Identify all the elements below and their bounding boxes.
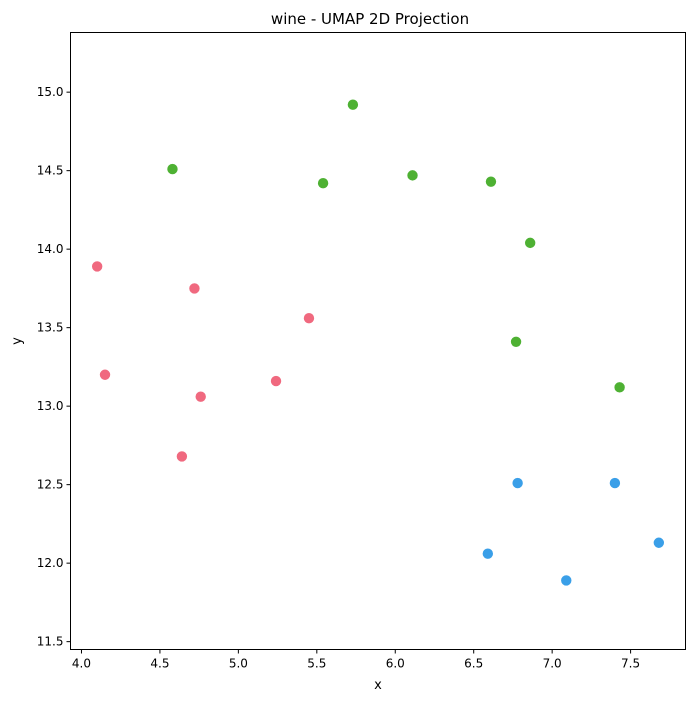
data-point-series-2	[406, 169, 419, 182]
y-tick-label: 14.5	[37, 164, 64, 178]
data-point-series-3	[608, 477, 621, 490]
x-axis-label: x	[374, 678, 382, 693]
chart-title: wine - UMAP 2D Projection	[271, 10, 469, 28]
data-point-series-1	[270, 375, 283, 388]
y-tick-label: 11.5	[37, 635, 64, 649]
y-tick-label: 15.0	[37, 85, 64, 99]
data-point-series-2	[484, 175, 497, 188]
y-tick-label: 12.0	[37, 556, 64, 570]
data-point-series-2	[166, 163, 179, 176]
y-tick-label: 13.5	[37, 321, 64, 335]
data-point-series-1	[175, 450, 188, 463]
x-tick-label: 6.5	[464, 657, 483, 671]
data-point-series-2	[524, 236, 537, 249]
data-point-series-1	[302, 312, 315, 325]
y-tick-label: 14.0	[37, 242, 64, 256]
y-tick-label: 13.0	[37, 399, 64, 413]
data-point-series-3	[560, 574, 573, 587]
data-point-series-1	[194, 390, 207, 403]
x-tick-label: 4.0	[72, 657, 91, 671]
data-point-series-2	[510, 335, 523, 348]
y-tick-label: 12.5	[37, 478, 64, 492]
x-tick-label: 7.5	[621, 657, 640, 671]
data-point-series-2	[346, 98, 359, 111]
data-point-series-3	[652, 536, 665, 549]
x-tick-label: 4.5	[150, 657, 169, 671]
x-tick-label: 7.0	[543, 657, 562, 671]
x-tick-label: 5.5	[307, 657, 326, 671]
data-point-series-1	[188, 282, 201, 295]
data-point-series-2	[317, 177, 330, 190]
data-points	[91, 98, 665, 587]
y-axis-ticks: 11.5 12.0 12.5 13.0 13.5 14.0 14.5 15.0	[37, 85, 71, 649]
x-tick-label: 6.0	[386, 657, 405, 671]
plot-area-frame	[70, 32, 686, 650]
data-point-series-1	[91, 260, 104, 273]
y-axis-label: y	[10, 337, 25, 345]
x-axis-ticks: 4.0 4.5 5.0 5.5 6.0 6.5 7.0 7.5	[72, 649, 640, 671]
data-point-series-3	[511, 477, 524, 490]
data-point-series-1	[99, 368, 112, 381]
x-tick-label: 5.0	[229, 657, 248, 671]
data-point-series-2	[613, 381, 626, 394]
data-point-series-3	[481, 547, 494, 560]
